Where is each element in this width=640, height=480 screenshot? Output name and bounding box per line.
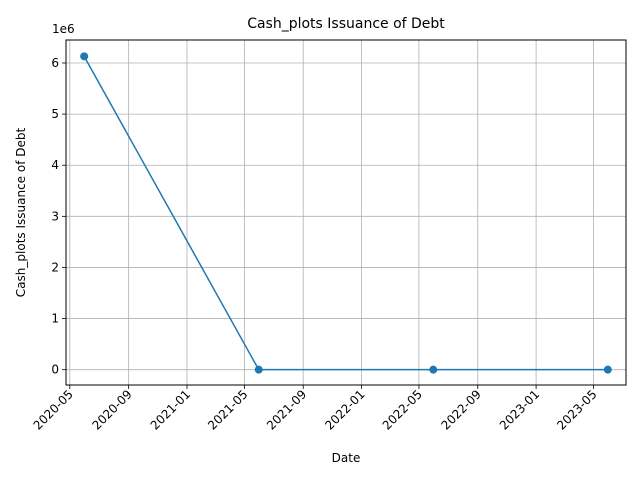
chart-title: Cash_plots Issuance of Debt xyxy=(247,16,445,32)
y-tick-label: 1 xyxy=(51,312,59,326)
x-tick-label: 2023-01 xyxy=(497,387,542,432)
data-point xyxy=(429,365,438,374)
x-tick-label: 2021-01 xyxy=(148,387,193,432)
y-tick-label: 2 xyxy=(51,260,59,274)
x-axis-label: Date xyxy=(332,451,361,465)
x-tick-label: 2022-09 xyxy=(439,387,484,432)
series xyxy=(80,52,612,374)
plot-frame xyxy=(65,39,627,386)
grid xyxy=(66,40,626,385)
y-offset-label: 1e6 xyxy=(52,22,75,36)
y-tick-label: 3 xyxy=(51,209,59,223)
y-tick-label: 5 xyxy=(51,107,59,121)
x-tick-label: 2022-05 xyxy=(380,387,425,432)
x-tick-label: 2021-05 xyxy=(205,387,250,432)
data-point xyxy=(80,52,89,61)
x-tick-label: 2020-09 xyxy=(89,387,134,432)
x-tick-label: 2020-05 xyxy=(31,387,76,432)
x-tick-label: 2021-09 xyxy=(264,387,309,432)
y-axis-label: Cash_plots Issuance of Debt xyxy=(14,128,28,298)
y-tick-label: 0 xyxy=(51,363,59,377)
x-tick-label: 2023-05 xyxy=(554,387,599,432)
series-line xyxy=(83,55,608,371)
data-point xyxy=(603,365,612,374)
y-tick-label: 4 xyxy=(51,158,59,172)
x-tick-label: 2022-01 xyxy=(322,387,367,432)
y-tick-label: 6 xyxy=(51,56,59,70)
data-point xyxy=(254,365,263,374)
